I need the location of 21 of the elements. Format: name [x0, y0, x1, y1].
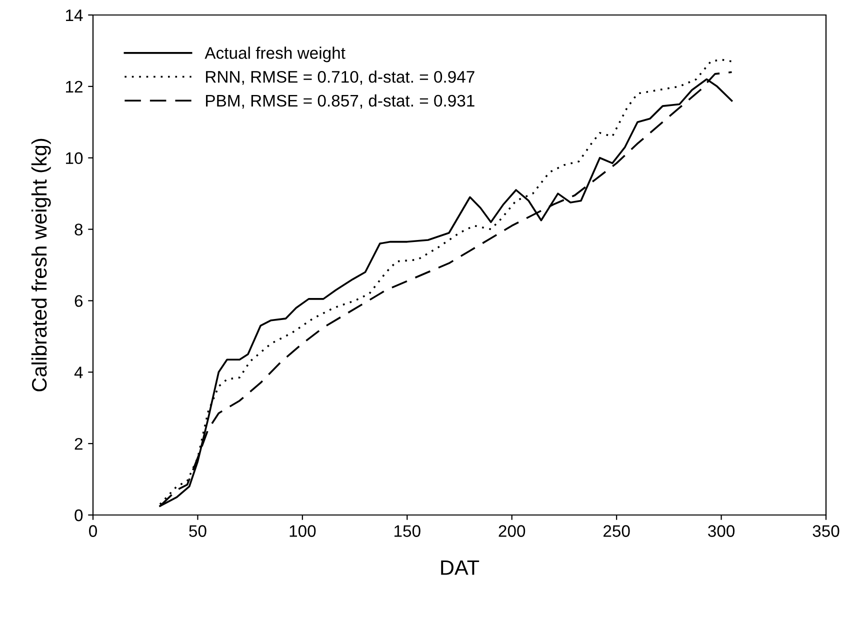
- y-axis-title: Calibrated fresh weight (kg): [31, 138, 51, 392]
- x-tick-label: 250: [604, 525, 630, 537]
- y-tick-label: 8: [74, 224, 83, 236]
- y-tick-label: 2: [74, 438, 82, 450]
- x-tick-label: 150: [394, 525, 420, 537]
- legend-label: PBM, RMSE = 0.857, d-stat. = 0.931: [206, 94, 474, 109]
- legend-label: Actual fresh weight: [204, 46, 346, 62]
- y-tick-label: 0: [74, 509, 83, 522]
- x-tick-label: 300: [708, 525, 735, 537]
- y-tick-label: 4: [74, 366, 83, 378]
- x-axis-title: DAT: [441, 560, 480, 575]
- y-tick-label: 10: [66, 152, 83, 164]
- legend-label: RNN, RMSE = 0.710, d-stat. = 0.947: [206, 70, 474, 85]
- y-tick-label: 12: [66, 80, 82, 92]
- x-tick-label: 0: [89, 525, 97, 537]
- x-tick-label: 350: [812, 525, 840, 537]
- y-tick-label: 14: [66, 10, 83, 22]
- x-tick-label: 100: [290, 525, 316, 537]
- y-tick-label: 6: [74, 295, 83, 307]
- x-tick-label: 200: [498, 525, 526, 537]
- x-tick-label: 50: [189, 525, 206, 537]
